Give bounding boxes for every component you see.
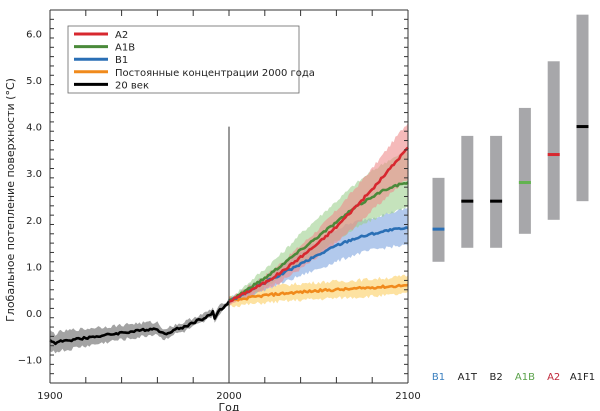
scenario-range-bars: B1 A1T B2 A1B A2 A1F1 — [432, 14, 595, 383]
line-20-век — [49, 300, 231, 346]
range-bar-label: A2 — [547, 372, 560, 383]
legend-label: A2 — [115, 30, 128, 41]
y-tick-label: 5.0 — [26, 76, 42, 87]
x-tick-label: 2100 — [395, 391, 420, 402]
y-axis-title: Глобальное потепление поверхности (°C) — [4, 78, 17, 322]
range-bar-a1f1 — [576, 14, 589, 202]
x-tick-label: 2000 — [216, 391, 241, 402]
y-tick-label: 6.0 — [26, 29, 42, 40]
best-estimate-mark-b1 — [432, 227, 445, 231]
range-bar-label: B2 — [489, 372, 502, 383]
legend-label: B1 — [115, 55, 128, 66]
band-20-век — [50, 297, 229, 354]
best-estimate-mark-a1f1 — [576, 125, 589, 129]
range-bar-b1 — [432, 177, 445, 262]
best-estimate-mark-b2 — [490, 199, 503, 203]
axis-ticks: 1900 2000 2100 −1.0 0.0 1.0 2.0 3.0 4.0 5.0 6.0 — [18, 9, 421, 402]
range-bar-label: A1F1 — [570, 372, 595, 383]
line-a1b — [228, 181, 409, 303]
range-bar-label: A1T — [458, 372, 478, 383]
series-lines — [49, 146, 409, 346]
y-tick-label: 4.0 — [26, 123, 42, 134]
best-estimate-mark-a1b — [518, 181, 531, 185]
best-estimate-mark-a1t — [461, 199, 474, 203]
x-tick-label: 1900 — [37, 391, 62, 402]
legend-label: 20 век — [115, 80, 149, 91]
range-bar-label: B1 — [432, 372, 445, 383]
legend-label: Постоянные концентрации 2000 года — [115, 68, 315, 79]
y-tick-label: −1.0 — [18, 356, 42, 367]
best-estimate-mark-a2 — [547, 153, 560, 157]
x-axis-title: Год — [218, 401, 239, 411]
line-постоянные-концентрации-2000-года — [228, 283, 409, 303]
y-tick-label: 0.0 — [26, 309, 42, 320]
y-tick-label: 2.0 — [26, 216, 42, 227]
range-bar-a1b — [518, 107, 531, 234]
range-bar-a2 — [547, 61, 560, 220]
range-bar-b2 — [490, 135, 503, 248]
line-a2 — [228, 146, 409, 303]
y-tick-label: 1.0 — [26, 262, 42, 273]
y-tick-label: 3.0 — [26, 169, 42, 180]
range-bar-a1t — [461, 135, 474, 248]
legend-label: A1B — [115, 43, 135, 54]
range-bar-label: A1B — [515, 372, 535, 383]
